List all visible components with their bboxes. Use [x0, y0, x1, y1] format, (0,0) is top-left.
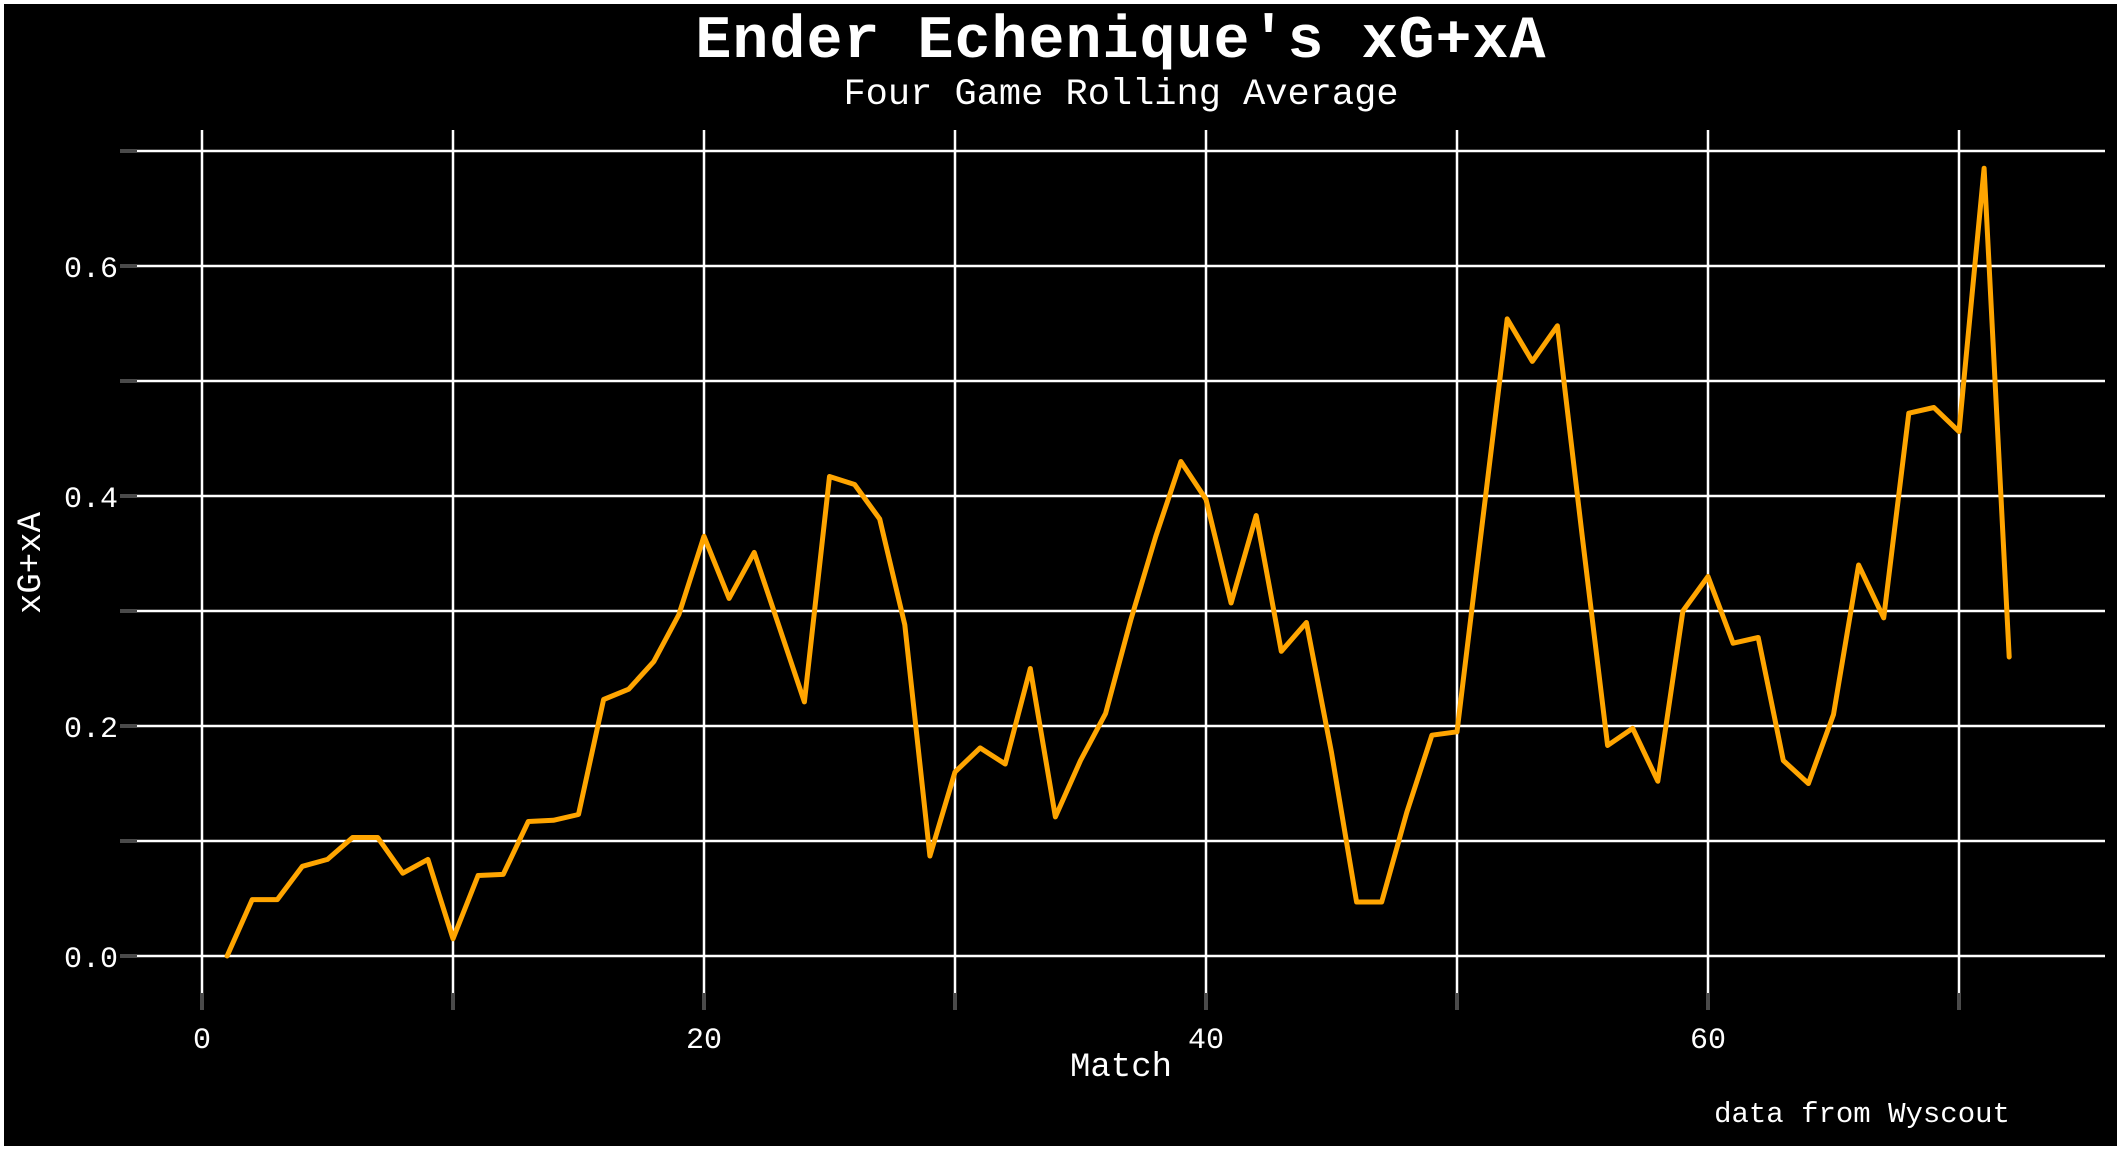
x-tick-label: 0 — [193, 1024, 211, 1058]
y-tick-label: 0.6 — [64, 253, 118, 287]
x-tick-label: 20 — [686, 1024, 722, 1058]
y-tick-label: 0.4 — [64, 483, 118, 517]
x-tick-label: 60 — [1690, 1024, 1726, 1058]
x-tick-label: 40 — [1188, 1024, 1224, 1058]
chart-subtitle: Four Game Rolling Average — [843, 74, 1398, 116]
y-tick-label: 0.0 — [64, 943, 118, 977]
x-axis-label: Match — [1070, 1049, 1172, 1087]
chart-title: Ender Echenique's xG+xA — [695, 8, 1546, 76]
xg-xa-line — [224, 165, 2012, 959]
source-annotation: data from Wyscout — [1714, 1098, 2010, 1131]
gridlines — [137, 130, 2105, 993]
y-tick-label: 0.2 — [64, 713, 118, 747]
tick-marks — [120, 149, 1961, 1010]
y-axis-label: xG+xA — [13, 511, 51, 614]
tick-labels: 0.0 0.2 0.4 0.6 0 20 40 60 — [64, 253, 1726, 1058]
